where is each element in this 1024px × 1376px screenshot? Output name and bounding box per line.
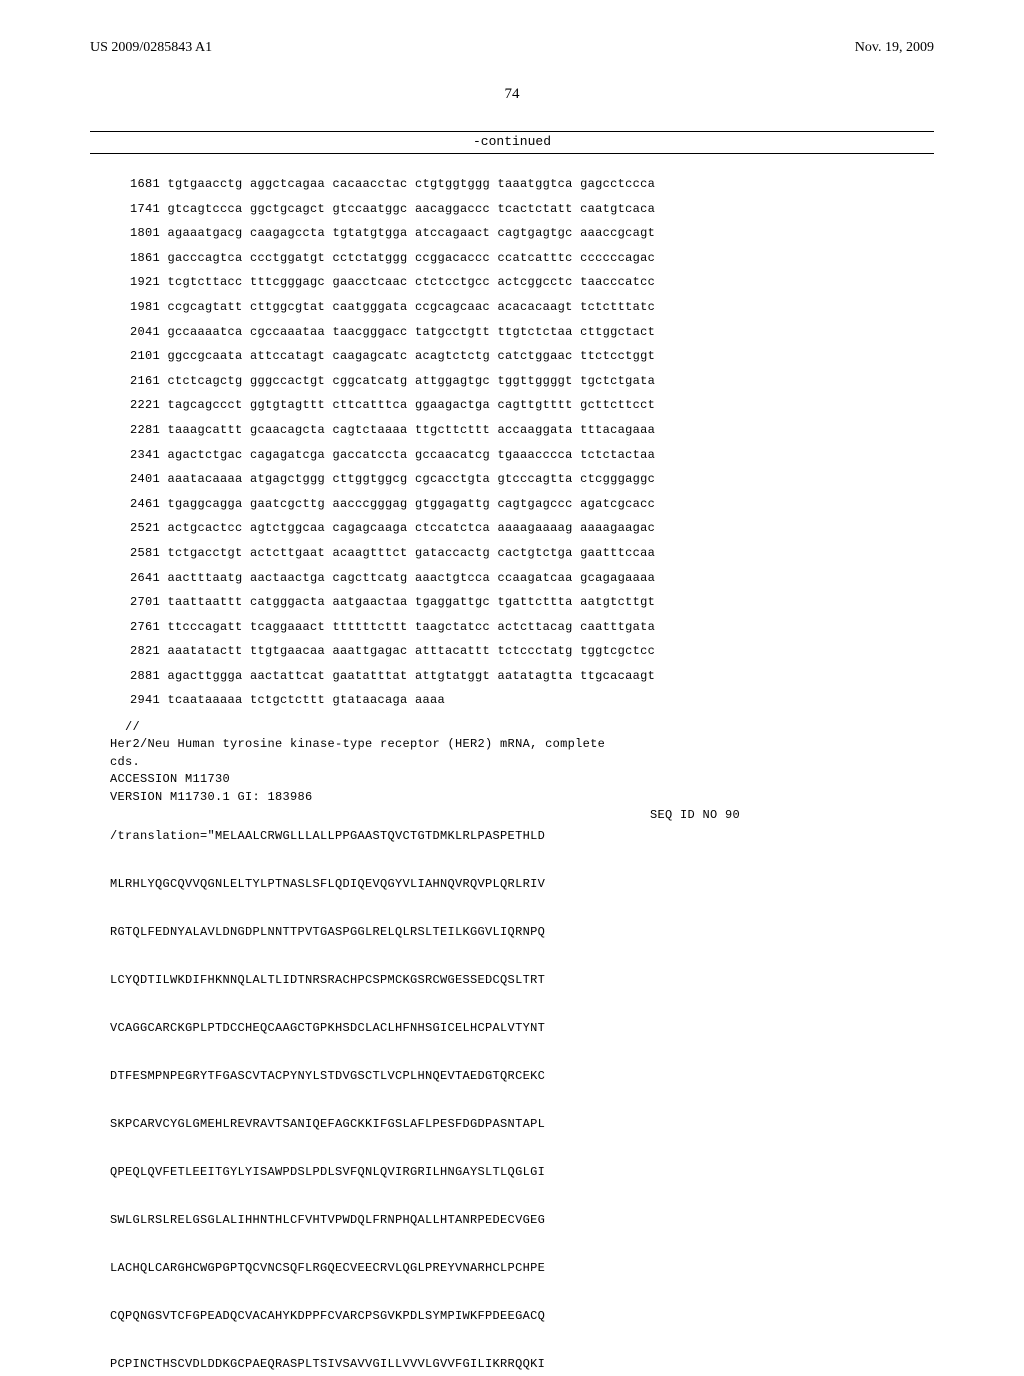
seq-id-label: SEQ ID NO 90 <box>650 808 934 822</box>
protein-block: /translation="MELAALCRWGLLLALLPPGAASTQVC… <box>110 824 934 1376</box>
continued-label: -continued <box>90 134 934 149</box>
sequence-block: 1681 tgtgaacctg aggctcagaa cacaacctac ct… <box>130 172 934 713</box>
annot-line3: ACCESSION M11730 <box>110 772 230 786</box>
annot-line2: cds. <box>110 755 140 769</box>
annot-line4: VERSION M11730.1 GI: 183986 <box>110 790 313 804</box>
divider: // <box>110 720 140 734</box>
rule-top <box>90 131 934 132</box>
publication-number: US 2009/0285843 A1 <box>90 40 212 56</box>
annotation-block: // Her2/Neu Human tyrosine kinase-type r… <box>110 719 934 806</box>
page: US 2009/0285843 A1 Nov. 19, 2009 74 -con… <box>0 0 1024 1320</box>
page-number: 74 <box>90 86 934 103</box>
annot-line1: Her2/Neu Human tyrosine kinase-type rece… <box>110 737 605 751</box>
header-row: US 2009/0285843 A1 Nov. 19, 2009 <box>90 40 934 56</box>
publication-date: Nov. 19, 2009 <box>855 40 934 56</box>
rule-under-continued <box>90 153 934 154</box>
